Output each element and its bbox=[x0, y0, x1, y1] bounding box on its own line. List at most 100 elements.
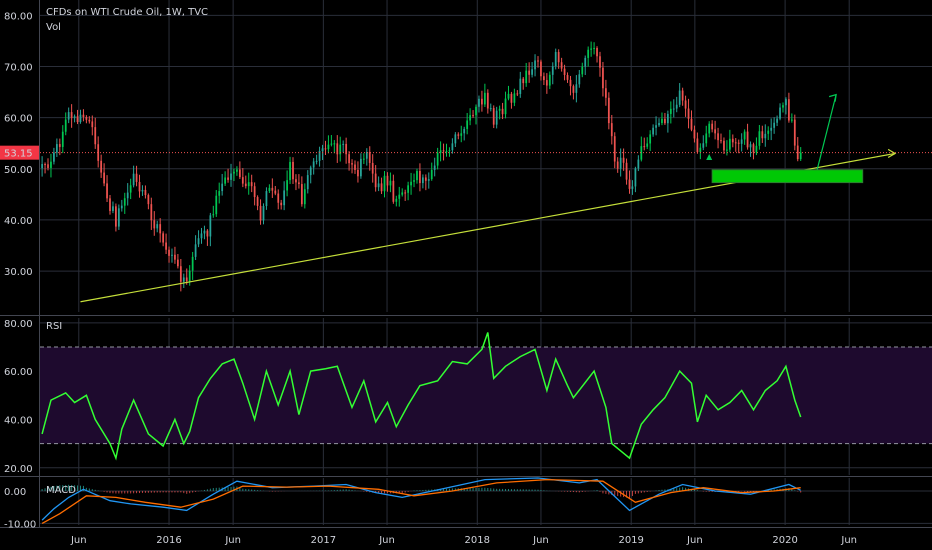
candle-body bbox=[404, 192, 407, 194]
candle-body bbox=[244, 183, 247, 187]
macd-pane bbox=[41, 477, 802, 524]
candle-body bbox=[159, 224, 162, 234]
triangle-marker bbox=[706, 154, 713, 161]
candle-body bbox=[557, 52, 560, 63]
candle-body bbox=[711, 123, 714, 130]
candle-body bbox=[126, 192, 129, 199]
y-tick-label: 50.00 bbox=[4, 165, 33, 176]
candle-body bbox=[723, 140, 725, 151]
candle-body bbox=[283, 190, 286, 206]
y-tick-label: 60.00 bbox=[4, 114, 33, 125]
x-tick-label: Jun bbox=[686, 535, 703, 546]
candle-body bbox=[702, 143, 705, 148]
candle-body bbox=[85, 117, 88, 120]
candle-body bbox=[672, 108, 675, 110]
candle-body bbox=[410, 181, 412, 186]
candle-body bbox=[770, 127, 773, 131]
y-tick-label: 80.00 bbox=[4, 11, 33, 22]
y-tick-label: 80.00 bbox=[4, 319, 33, 330]
x-tick-label: 2017 bbox=[311, 535, 336, 546]
candle-body bbox=[610, 123, 613, 137]
candle-body bbox=[106, 183, 108, 199]
candle-body bbox=[179, 266, 182, 282]
candle-body bbox=[740, 139, 743, 144]
candle-body bbox=[785, 99, 787, 106]
candle-body bbox=[354, 164, 356, 170]
candle-body bbox=[773, 122, 776, 128]
candle-body bbox=[581, 66, 584, 75]
candle-body bbox=[593, 47, 595, 49]
candle-body bbox=[144, 189, 147, 196]
annotations bbox=[40, 93, 932, 303]
candle-body bbox=[55, 144, 58, 153]
candle-body bbox=[407, 185, 410, 193]
candle-body bbox=[634, 168, 637, 187]
volume-label: Vol bbox=[46, 22, 61, 33]
candle-body bbox=[147, 195, 150, 205]
candle-body bbox=[655, 125, 657, 128]
candle-body bbox=[368, 152, 371, 163]
candle-body bbox=[779, 107, 781, 119]
candle-body bbox=[76, 116, 79, 123]
candle-body bbox=[103, 172, 105, 184]
candle-body bbox=[362, 158, 365, 160]
candle-body bbox=[755, 145, 758, 153]
candle-body bbox=[460, 133, 463, 136]
candle-body bbox=[726, 149, 728, 151]
candle-body bbox=[522, 78, 525, 84]
candle-body bbox=[646, 143, 649, 147]
last-price-badge bbox=[0, 145, 39, 160]
rsi-pane bbox=[41, 332, 802, 461]
candle-body bbox=[548, 74, 551, 86]
candle-body bbox=[230, 173, 232, 180]
candle-body bbox=[165, 242, 167, 250]
candle-body bbox=[392, 180, 395, 202]
candle-body bbox=[58, 144, 61, 147]
candle-body bbox=[631, 186, 634, 189]
candle-body bbox=[395, 198, 398, 202]
candle-body bbox=[300, 184, 303, 205]
candle-body bbox=[224, 177, 227, 184]
candle-body bbox=[330, 143, 333, 145]
candle-body bbox=[708, 123, 711, 134]
candle-body bbox=[47, 164, 49, 168]
rsi-pane-label: RSI bbox=[46, 321, 62, 332]
candle-body bbox=[236, 169, 238, 172]
y-tick-label: 40.00 bbox=[4, 415, 33, 426]
candle-body bbox=[357, 169, 359, 177]
candle-body bbox=[737, 142, 740, 144]
candle-body bbox=[728, 138, 731, 150]
candle-body bbox=[53, 152, 55, 162]
candle-body bbox=[212, 214, 215, 216]
candle-body bbox=[306, 175, 309, 190]
candle-body bbox=[171, 254, 173, 256]
candle-body bbox=[661, 118, 663, 124]
candle-body bbox=[360, 158, 362, 177]
candle-body bbox=[324, 148, 327, 150]
candle-body bbox=[419, 170, 421, 184]
candle-body bbox=[489, 108, 492, 110]
candle-body bbox=[501, 108, 504, 115]
last-price-label: 53.15 bbox=[4, 149, 33, 160]
candle-body bbox=[416, 170, 418, 181]
candle-body bbox=[73, 116, 76, 119]
candle-body bbox=[734, 142, 737, 144]
candle-body bbox=[129, 185, 132, 193]
candle-body bbox=[271, 187, 274, 191]
candle-body bbox=[563, 68, 566, 75]
candle-body bbox=[336, 143, 339, 155]
candle-body bbox=[209, 215, 212, 237]
candle-body bbox=[427, 179, 430, 181]
candle-body bbox=[233, 171, 235, 174]
candle-body bbox=[684, 100, 687, 109]
candle-body bbox=[436, 152, 439, 166]
candle-body bbox=[194, 244, 197, 257]
candle-body bbox=[241, 177, 244, 184]
candle-body bbox=[342, 143, 345, 145]
signal-line bbox=[41, 478, 801, 524]
x-tick-label: 2019 bbox=[618, 535, 643, 546]
candle-body bbox=[303, 189, 306, 205]
candle-body bbox=[543, 76, 545, 81]
candle-body bbox=[351, 163, 353, 165]
